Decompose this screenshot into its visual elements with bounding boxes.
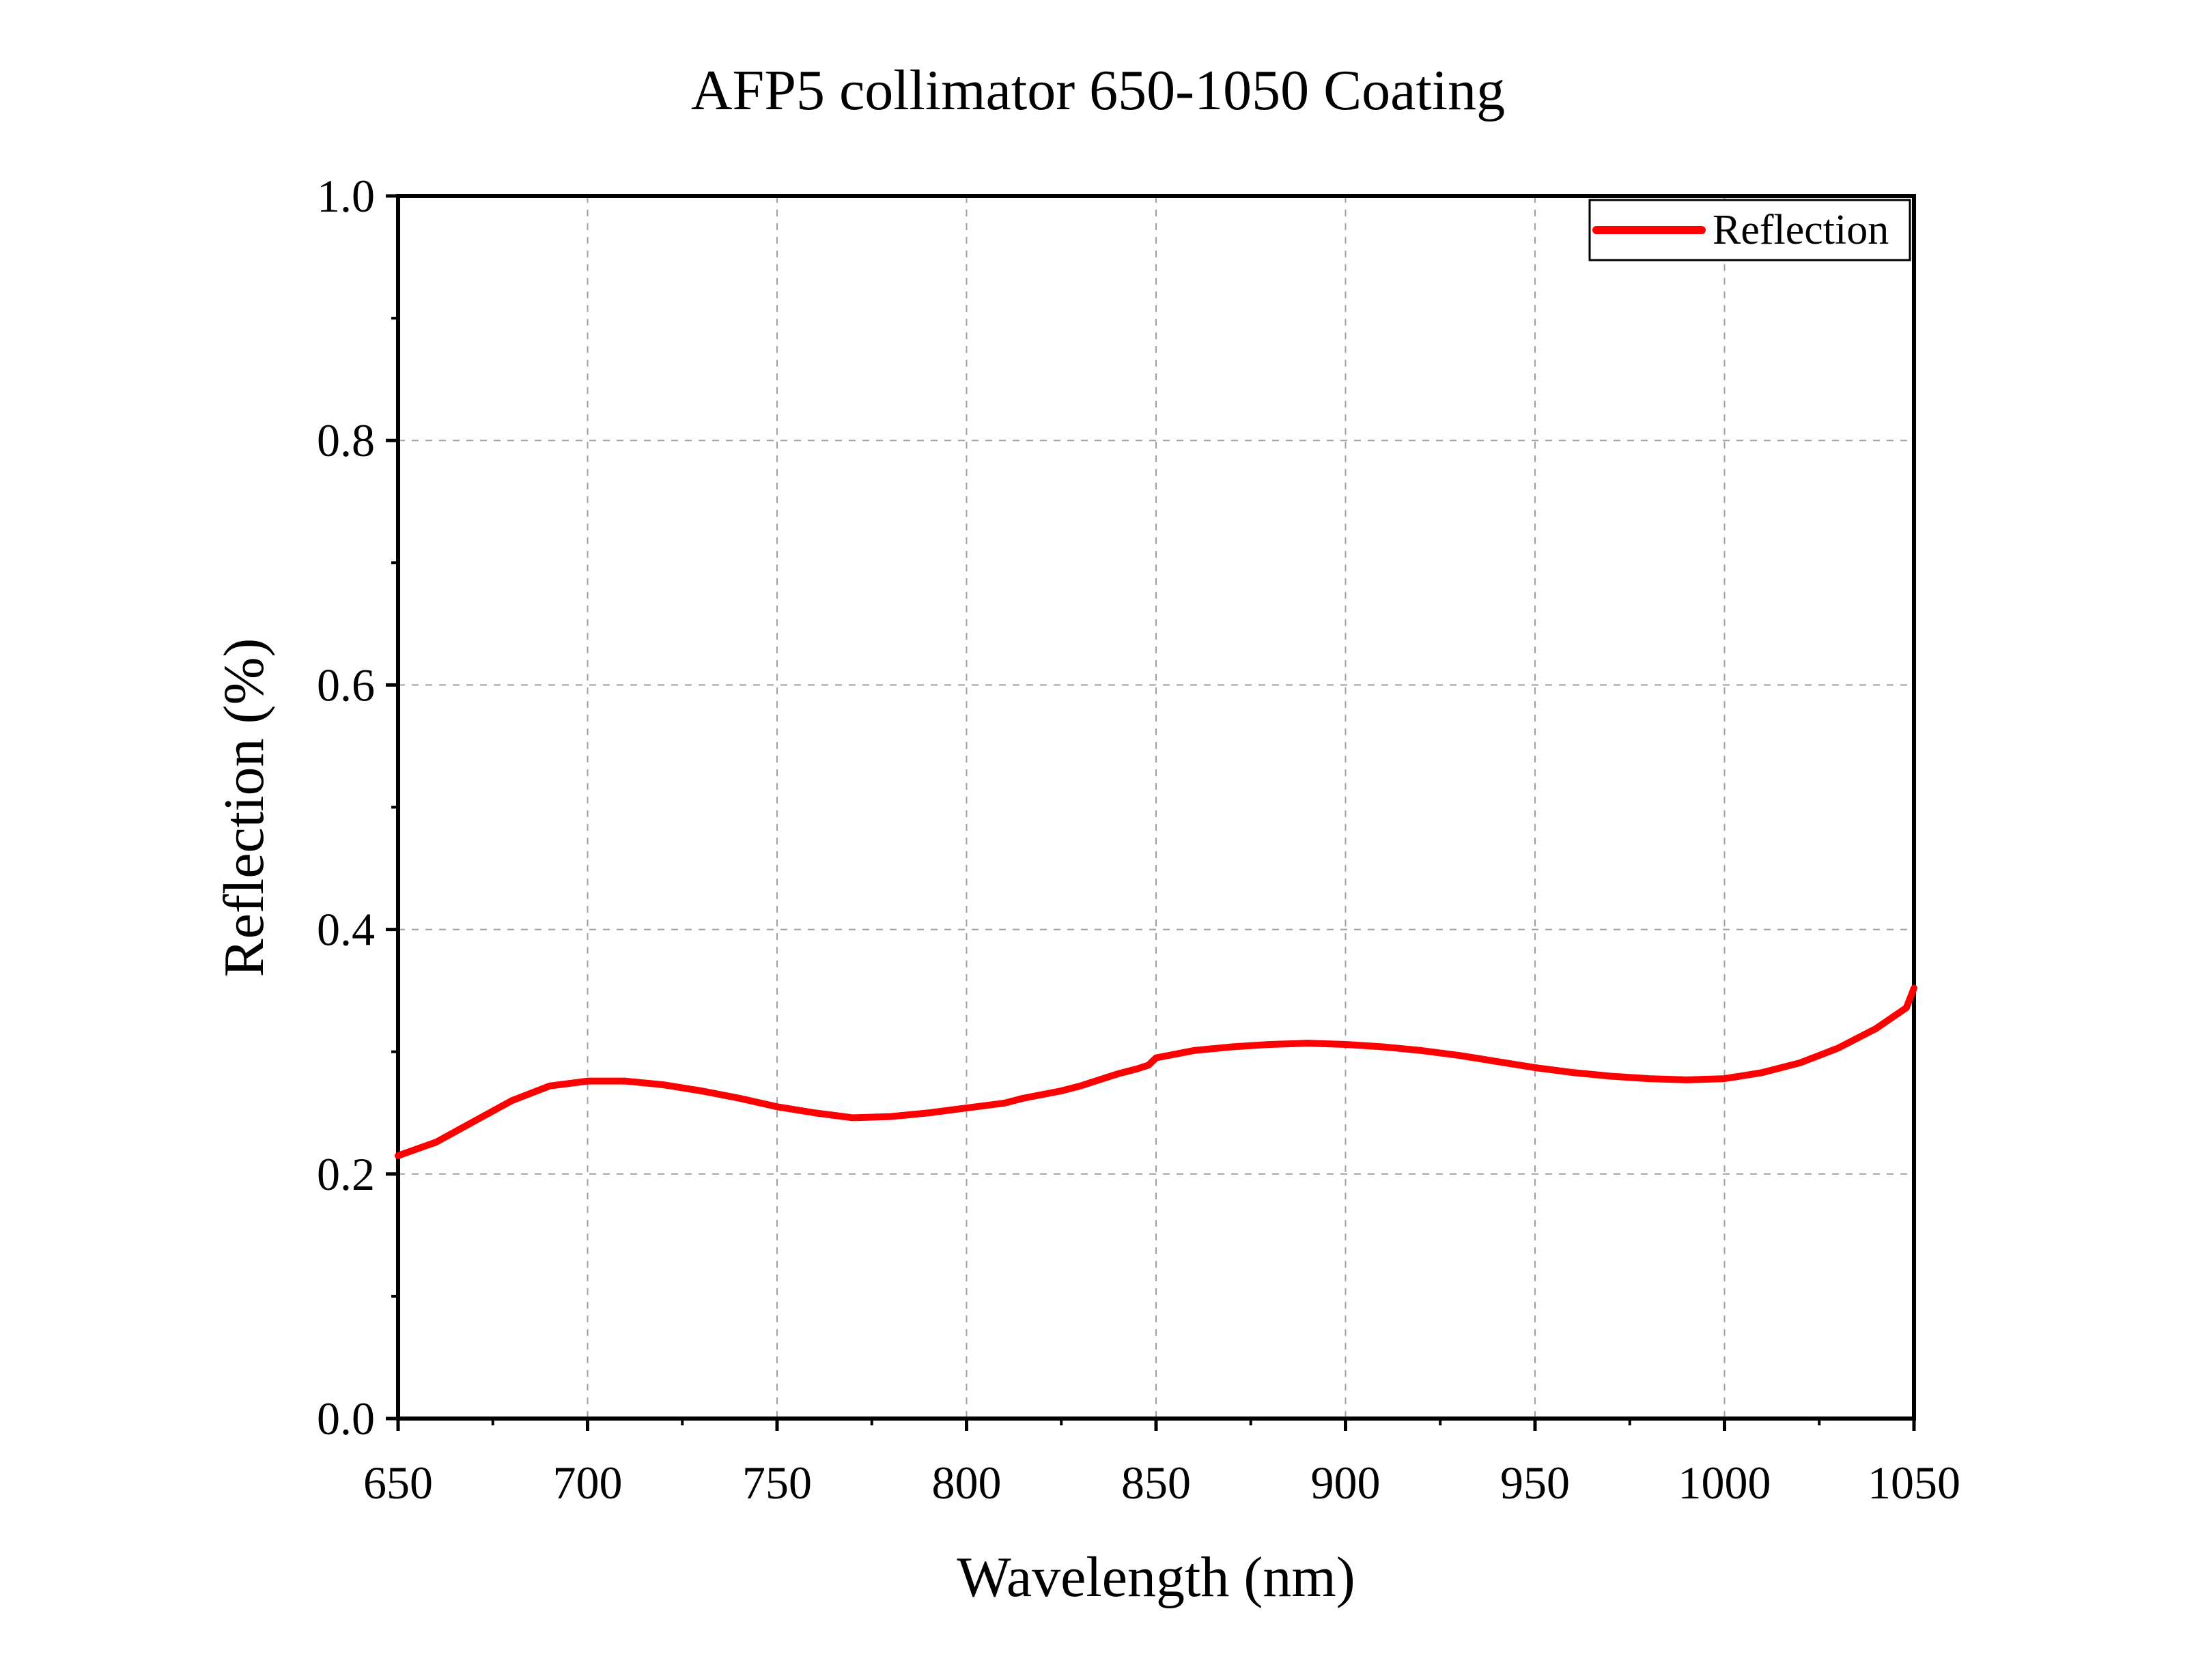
x-tick-label-6: 950 [1500, 1457, 1570, 1509]
y-axis-tick-labels: 0.0 0.2 0.4 0.6 0.8 1.0 [317, 170, 375, 1444]
x-axis-title: Wavelength (nm) [957, 1546, 1355, 1609]
x-tick-label-0: 650 [363, 1457, 433, 1509]
y-tick-label-2: 0.4 [317, 904, 375, 956]
x-tick-label-2: 750 [742, 1457, 812, 1509]
legend: Reflection [1588, 199, 1911, 261]
series-layer [395, 984, 1917, 1159]
grid [398, 196, 1914, 1419]
x-tick-label-7: 1000 [1678, 1457, 1771, 1509]
chart-title: AFP5 collimator 650-1050 Coating [691, 59, 1505, 122]
axis-ticks [386, 194, 1916, 1431]
x-tick-label-5: 900 [1311, 1457, 1381, 1509]
series-line-0 [395, 984, 1917, 1159]
x-tick-label-3: 800 [932, 1457, 1002, 1509]
y-tick-label-5: 1.0 [317, 170, 375, 222]
y-tick-label-3: 0.6 [317, 659, 375, 711]
x-tick-label-4: 850 [1121, 1457, 1191, 1509]
y-tick-label-0: 0.0 [317, 1393, 375, 1444]
x-tick-label-1: 700 [553, 1457, 623, 1509]
y-tick-label-1: 0.2 [317, 1148, 375, 1200]
y-axis-title: Reflection (%) [212, 638, 276, 978]
x-tick-label-8: 1050 [1868, 1457, 1960, 1509]
y-tick-label-4: 0.8 [317, 414, 375, 466]
legend-label: Reflection [1713, 207, 1889, 253]
x-axis-tick-labels: 650 700 750 800 850 900 950 1000 1050 [363, 1457, 1960, 1509]
